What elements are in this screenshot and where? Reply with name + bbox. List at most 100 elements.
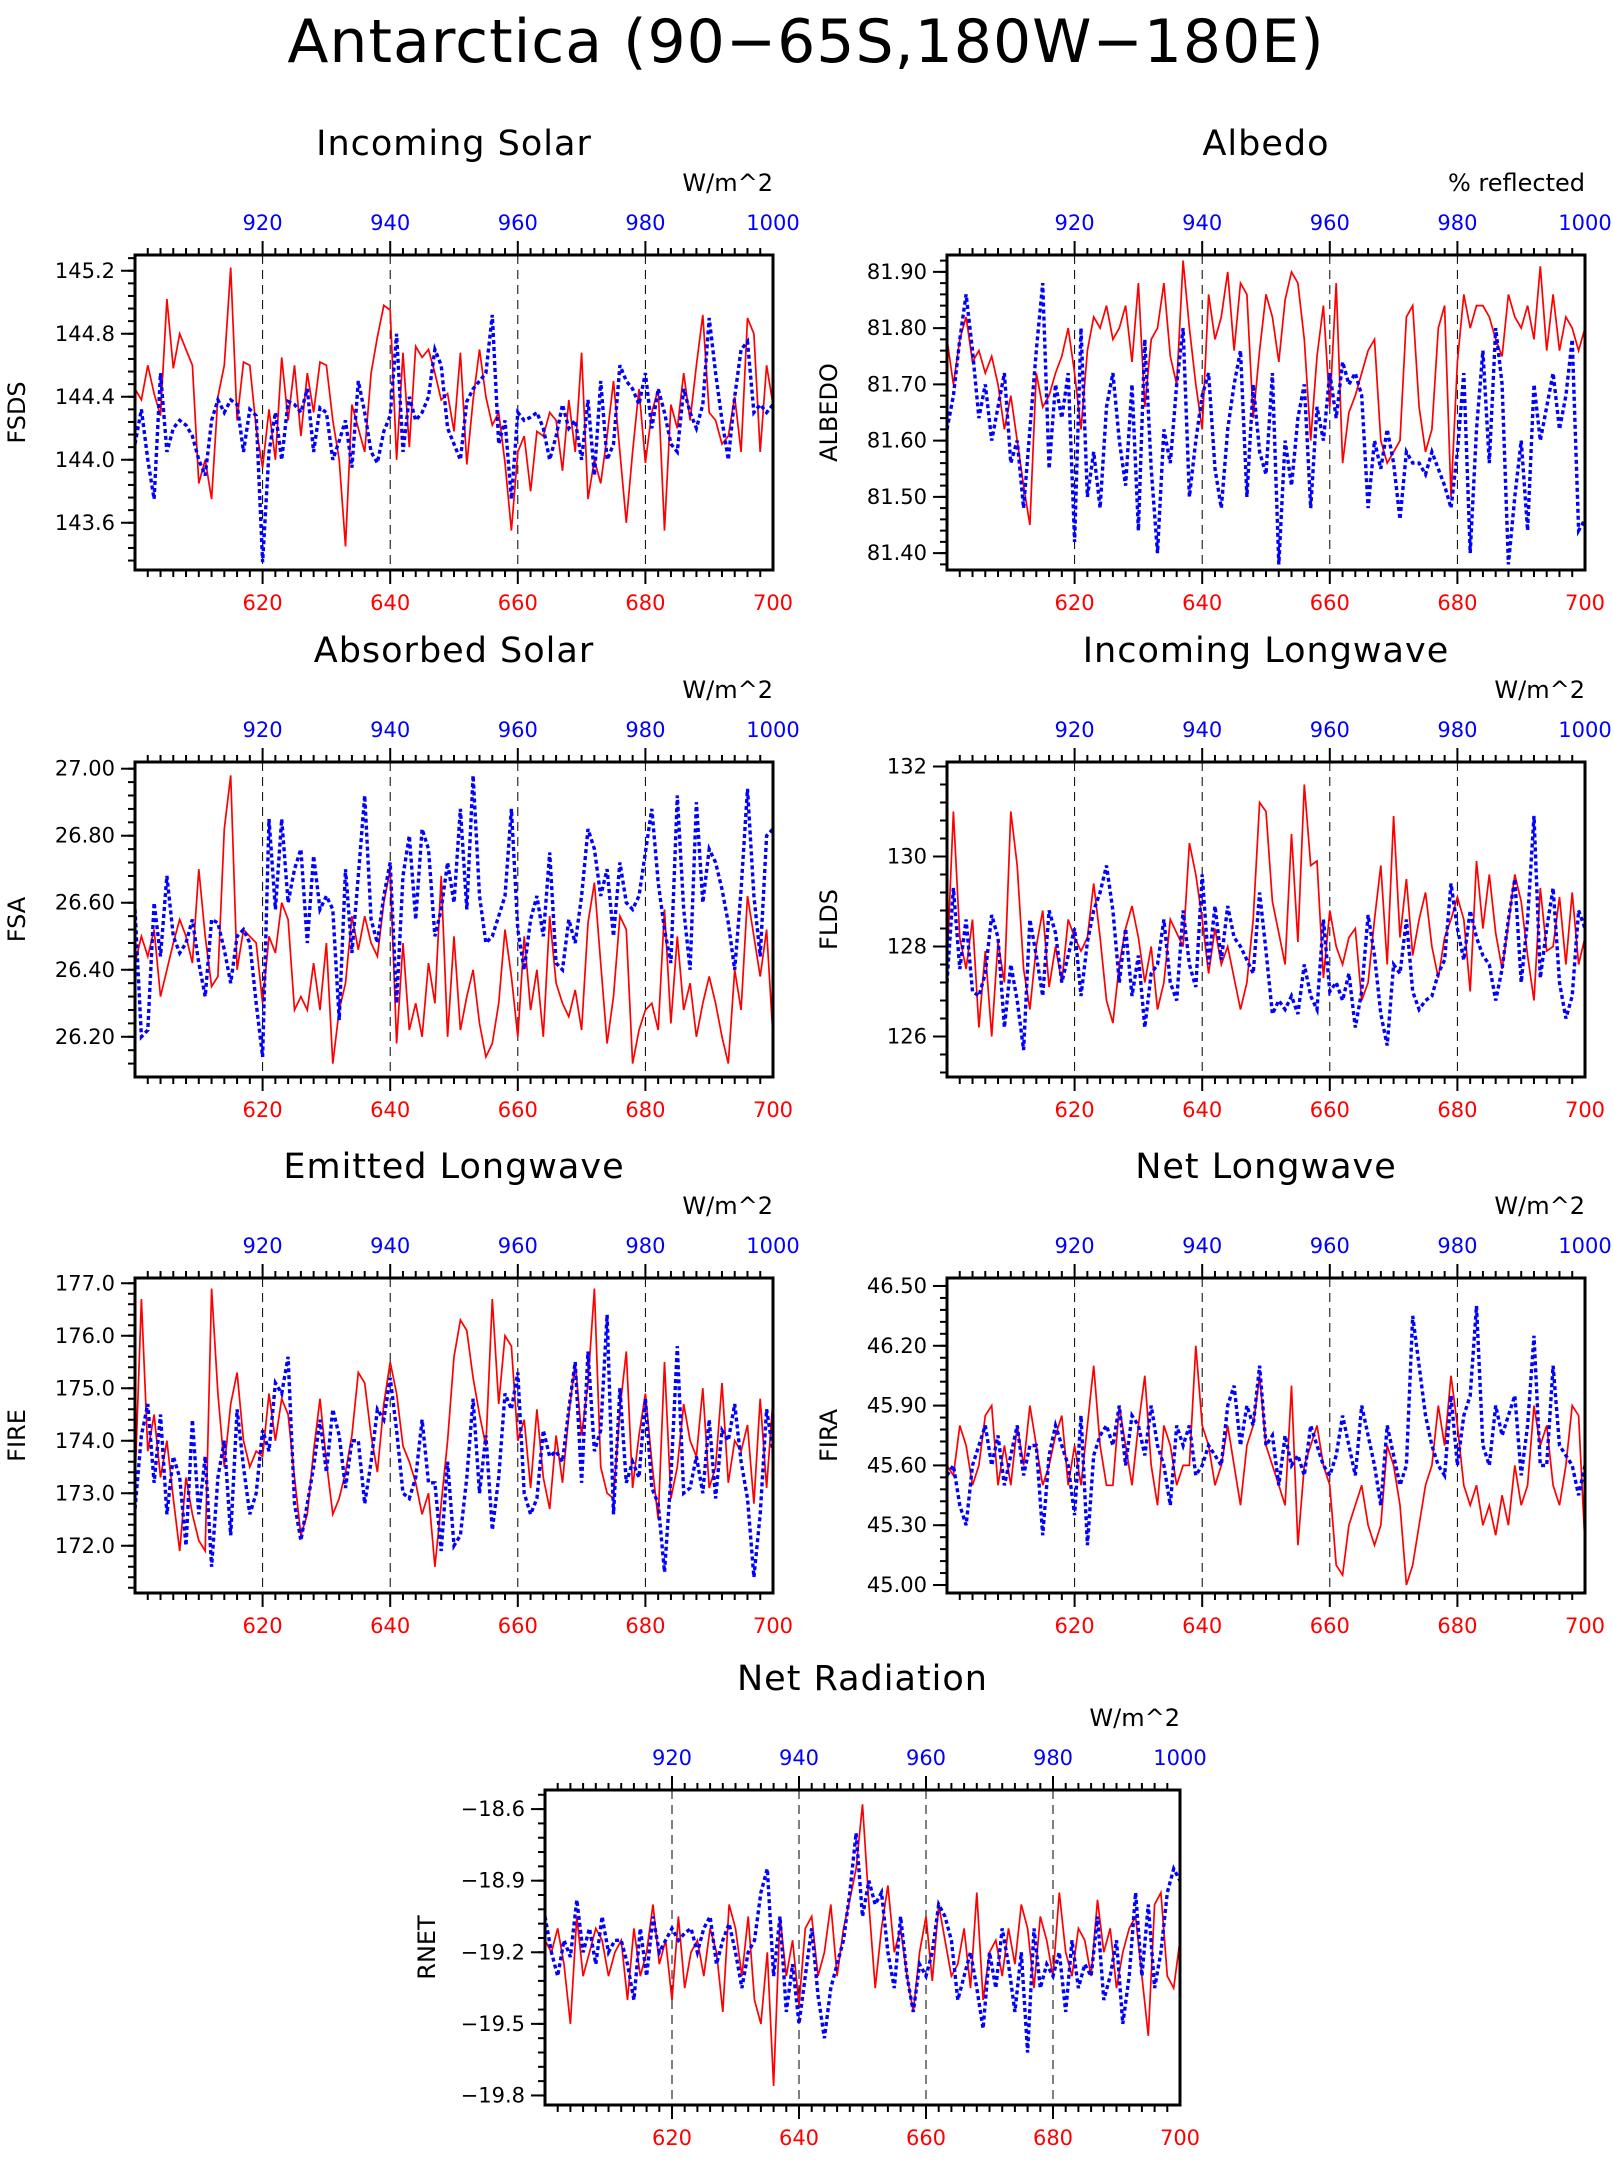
units-label: W/m^2 xyxy=(1494,676,1585,704)
x-top-tick-label: 920 xyxy=(1055,718,1095,742)
x-bottom-tick-label: 660 xyxy=(498,1098,538,1122)
y-tick-label: 81.40 xyxy=(867,541,927,565)
y-tick-label: 45.30 xyxy=(867,1513,927,1537)
y-tick-label: −19.8 xyxy=(461,2083,525,2107)
x-top-tick-label: 980 xyxy=(625,211,665,235)
y-tick-label: 144.4 xyxy=(55,385,115,409)
x-bottom-tick-label: 620 xyxy=(243,1098,283,1122)
x-bottom-tick-label: 700 xyxy=(1565,1098,1605,1122)
figure-title: Antarctica (90−65S,180W−180E) xyxy=(287,7,1324,77)
y-tick-label: 132 xyxy=(887,755,927,779)
series-line-blue xyxy=(947,282,1585,565)
x-bottom-tick-label: 700 xyxy=(753,1098,793,1122)
x-bottom-tick-label: 640 xyxy=(1182,1614,1222,1638)
series-line-red xyxy=(947,784,1585,1037)
x-bottom-tick-label: 640 xyxy=(370,1614,410,1638)
x-top-tick-label: 920 xyxy=(652,1746,692,1770)
y-tick-label: 45.60 xyxy=(867,1453,927,1477)
y-tick-label: 173.0 xyxy=(55,1481,115,1505)
x-bottom-tick-label: 680 xyxy=(625,1098,665,1122)
x-top-tick-label: 960 xyxy=(906,1746,946,1770)
x-bottom-tick-label: 700 xyxy=(1565,1614,1605,1638)
x-top-tick-label: 960 xyxy=(498,1234,538,1258)
x-bottom-tick-label: 620 xyxy=(1055,1098,1095,1122)
series-line-blue xyxy=(135,314,773,563)
series-line-red xyxy=(947,260,1585,526)
y-tick-label: −19.5 xyxy=(461,2012,525,2036)
x-top-tick-label: 960 xyxy=(1310,1234,1350,1258)
x-bottom-tick-label: 680 xyxy=(625,1614,665,1638)
x-bottom-tick-label: 640 xyxy=(1182,591,1222,615)
y-tick-label: 81.50 xyxy=(867,485,927,509)
x-top-tick-label: 1000 xyxy=(1558,1234,1611,1258)
x-top-tick-label: 980 xyxy=(1437,211,1477,235)
x-top-tick-label: 940 xyxy=(1182,1234,1222,1258)
x-bottom-tick-label: 660 xyxy=(1310,1614,1350,1638)
x-bottom-tick-label: 640 xyxy=(1182,1098,1222,1122)
x-top-tick-label: 1000 xyxy=(1153,1746,1206,1770)
y-tick-label: 130 xyxy=(887,845,927,869)
x-bottom-tick-label: 660 xyxy=(906,2126,946,2150)
y-tick-label: 144.0 xyxy=(55,448,115,472)
y-axis-label: FSDS xyxy=(3,381,31,443)
plot-frame xyxy=(133,1276,775,1595)
y-tick-label: 177.0 xyxy=(55,1271,115,1295)
y-axis-label: FIRE xyxy=(3,1409,31,1462)
y-tick-label: 46.20 xyxy=(867,1334,927,1358)
y-tick-label: −19.2 xyxy=(461,1940,525,1964)
x-bottom-tick-label: 620 xyxy=(652,2126,692,2150)
y-tick-label: 144.8 xyxy=(55,322,115,346)
x-top-tick-label: 1000 xyxy=(1558,718,1611,742)
x-bottom-tick-label: 660 xyxy=(498,591,538,615)
x-top-tick-label: 960 xyxy=(498,211,538,235)
y-tick-label: 26.80 xyxy=(55,824,115,848)
x-bottom-tick-label: 680 xyxy=(625,591,665,615)
units-label: W/m^2 xyxy=(1494,1192,1585,1220)
x-bottom-tick-label: 680 xyxy=(1437,1098,1477,1122)
x-bottom-tick-label: 640 xyxy=(370,1098,410,1122)
x-top-tick-label: 920 xyxy=(243,211,283,235)
x-bottom-tick-label: 700 xyxy=(753,1614,793,1638)
chart-panel-fire: Emitted Longwave W/m^2 FIRE 177.0 176.0 175.0… xyxy=(3,1147,800,1638)
x-top-tick-label: 1000 xyxy=(746,718,799,742)
panel-title: Net Longwave xyxy=(1135,1147,1397,1187)
panel-title: Incoming Solar xyxy=(316,124,592,164)
y-tick-label: 175.0 xyxy=(55,1376,115,1400)
y-axis-label: FSA xyxy=(3,896,31,942)
series-line-red xyxy=(135,1288,773,1567)
y-tick-label: 176.0 xyxy=(55,1324,115,1348)
y-tick-label: 145.2 xyxy=(55,259,115,283)
plot-frame xyxy=(133,253,775,572)
x-bottom-tick-label: 620 xyxy=(1055,591,1095,615)
units-label: W/m^2 xyxy=(682,676,773,704)
x-top-tick-label: 940 xyxy=(779,1746,819,1770)
y-tick-label: 81.80 xyxy=(867,316,927,340)
y-tick-label: 26.20 xyxy=(55,1025,115,1049)
x-bottom-tick-label: 640 xyxy=(370,591,410,615)
panel-title: Albedo xyxy=(1202,124,1329,164)
x-top-tick-label: 940 xyxy=(1182,718,1222,742)
x-top-tick-label: 920 xyxy=(1055,211,1095,235)
x-top-tick-label: 980 xyxy=(1437,1234,1477,1258)
series-line-red xyxy=(947,1345,1585,1586)
y-tick-label: 172.0 xyxy=(55,1534,115,1558)
x-bottom-tick-label: 680 xyxy=(1437,591,1477,615)
panel-title: Incoming Longwave xyxy=(1083,631,1450,671)
y-axis-label: FLDS xyxy=(815,889,843,950)
plot-frame xyxy=(945,1276,1587,1595)
x-bottom-tick-label: 700 xyxy=(1565,591,1605,615)
x-top-tick-label: 940 xyxy=(1182,211,1222,235)
y-tick-label: 81.60 xyxy=(867,429,927,453)
y-tick-label: 81.90 xyxy=(867,260,927,284)
chart-panel-fsds: Incoming Solar W/m^2 FSDS 145.2 144.8 144.4 14… xyxy=(3,124,800,615)
x-top-tick-label: 980 xyxy=(625,718,665,742)
x-top-tick-label: 960 xyxy=(1310,211,1350,235)
series-line-blue xyxy=(947,815,1585,1051)
x-bottom-tick-label: 700 xyxy=(753,591,793,615)
x-bottom-tick-label: 620 xyxy=(1055,1614,1095,1638)
x-top-tick-label: 920 xyxy=(1055,1234,1095,1258)
y-axis-label: ALBEDO xyxy=(815,363,843,462)
plot-frame xyxy=(945,760,1587,1079)
y-tick-label: 46.50 xyxy=(867,1274,927,1298)
x-bottom-tick-label: 620 xyxy=(243,591,283,615)
